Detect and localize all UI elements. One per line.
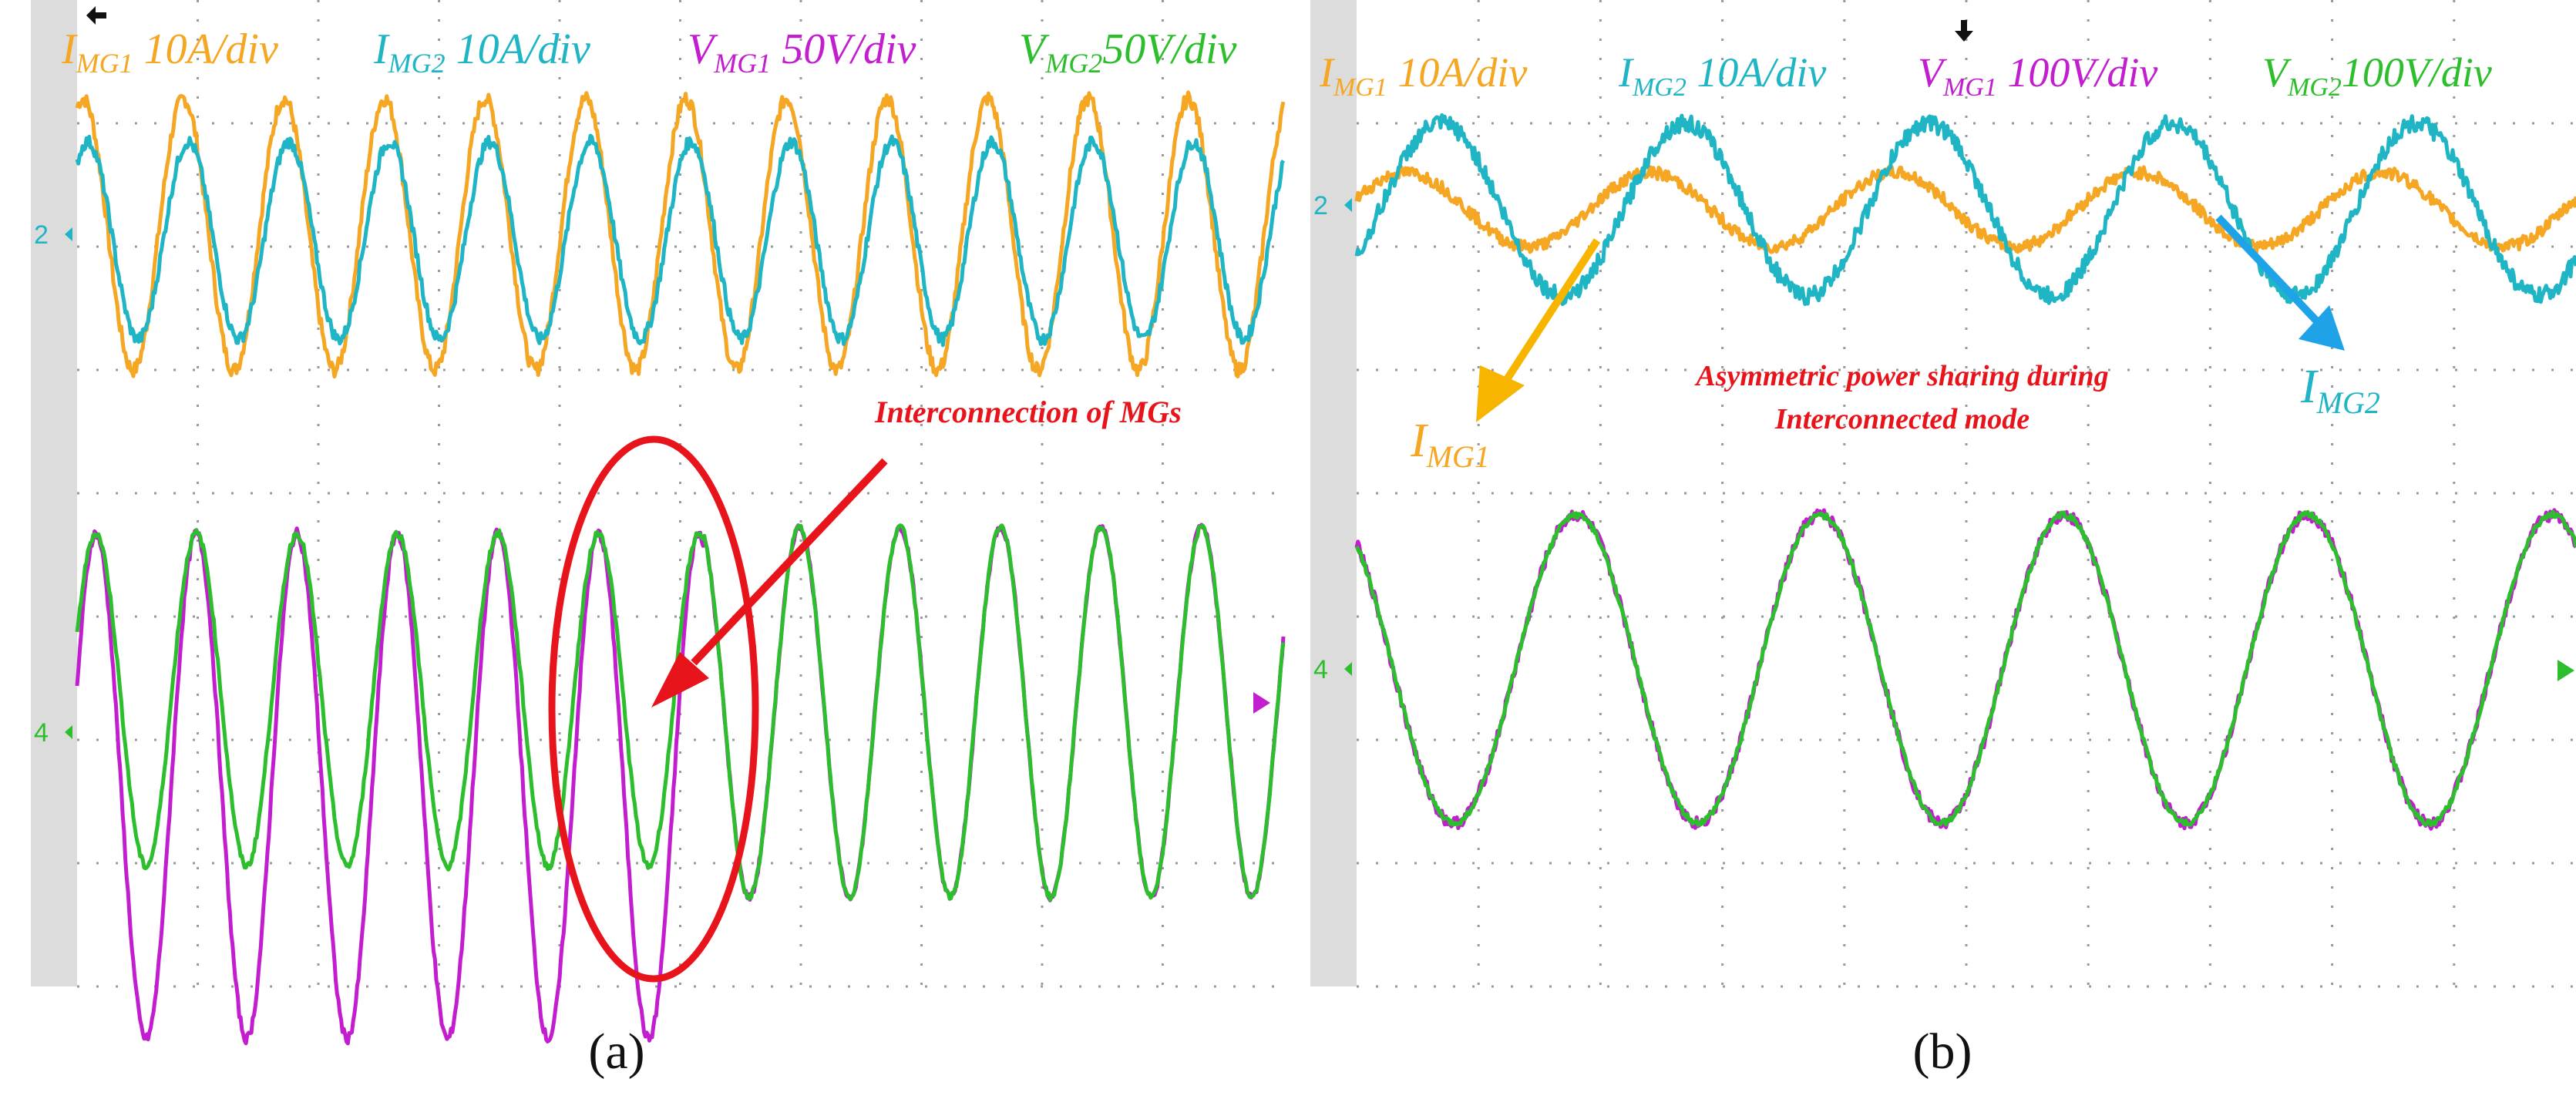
panel-b-imq1-label-sub: MG1 bbox=[1426, 439, 1490, 474]
panel-b-label-img1-sub: MG1 bbox=[1333, 73, 1387, 102]
panel-b-screen bbox=[1357, 0, 2576, 986]
panel-b-marker-2-arrow bbox=[1344, 198, 1352, 212]
trace-i-mg2 bbox=[75, 133, 1286, 348]
panel-b-label-vmg1-rest: 100V/div bbox=[1997, 49, 2157, 96]
panel-b-imq1-label: IMG1 bbox=[1410, 415, 1490, 474]
panel-b-img2-label: IMG2 bbox=[2300, 361, 2380, 420]
panel-a-label-imq1-rest: 10A/div bbox=[133, 25, 278, 73]
panel-b-left-margin bbox=[1310, 0, 1357, 986]
panel-a-caption: (a) bbox=[588, 1023, 644, 1080]
panel-b-label-img1-rest: 10A/div bbox=[1387, 49, 1527, 96]
panel-b-label-img2-sub: MG2 bbox=[1632, 73, 1687, 102]
panel-b-note-line1: Asymmetric power sharing during bbox=[1694, 360, 2108, 392]
panel-b-marker-4-arrow bbox=[1344, 662, 1352, 676]
panel-a-label-vmg1-rest: 50V/div bbox=[771, 25, 916, 73]
panel-b-label-img2-rest: 10A/div bbox=[1687, 49, 1826, 96]
panel-b-imq1-arrow-head bbox=[1476, 365, 1525, 422]
panel-a-label-img2-sym: I bbox=[373, 25, 390, 73]
panel-b-channel-marker-2: 2 bbox=[1313, 191, 1328, 220]
trace-i-mg1 bbox=[75, 90, 1286, 379]
panel-a-label-vmg1-sym: V bbox=[688, 25, 718, 73]
panel-a-marker-2-arrow bbox=[65, 227, 72, 241]
panel-a: 2 4 IMG1 10A/div IMG2 10A/div VMG1 50V/d… bbox=[31, 0, 1286, 1046]
panel-a-label-img2-sub: MG2 bbox=[388, 48, 446, 79]
panel-a-label-imq1-sub: MG1 bbox=[76, 48, 133, 79]
interconnection-label: Interconnection of MGs bbox=[874, 395, 1182, 429]
panel-a-channel-marker-4: 4 bbox=[34, 718, 49, 748]
panel-b-imq1-arrow-line bbox=[1499, 238, 1601, 388]
panel-b-label-vmg2-sub: MG2 bbox=[2287, 73, 2342, 102]
panel-a-label-vmg1-sub: MG1 bbox=[713, 48, 771, 79]
panel-b-trigger-arrow-icon bbox=[1955, 20, 1973, 42]
trace-v-mg2 bbox=[75, 523, 1286, 902]
panel-a-label-img2-rest: 10A/div bbox=[446, 25, 590, 73]
panel-b-label-vmg2-sym: V bbox=[2262, 49, 2292, 96]
panel-b-caption: (b) bbox=[1913, 1023, 1972, 1080]
trace-i-mg1-b bbox=[1354, 165, 2576, 255]
panel-b-label-vmg2-rest: 100V/div bbox=[2342, 49, 2492, 96]
panel-a-left-margin bbox=[31, 0, 77, 986]
panel-a-trigger-marker bbox=[1253, 692, 1270, 714]
panel-b-channel-labels: IMG1 10A/div IMG2 10A/div VMG1 100V/div … bbox=[1319, 49, 2492, 102]
panel-b-traces bbox=[1354, 113, 2576, 831]
panel-a-label-vmg2-rest: 50V/div bbox=[1102, 25, 1236, 73]
panel-a-marker-4-arrow bbox=[65, 725, 72, 739]
panel-b-note-line2: Interconnected mode bbox=[1774, 403, 2030, 435]
panel-b-label-vmg1-sub: MG1 bbox=[1942, 73, 1997, 102]
panel-b-img2-label-sym: I bbox=[2300, 361, 2319, 413]
interconnection-arrow-head bbox=[651, 652, 709, 707]
panel-a-label-imq1-sym: I bbox=[61, 25, 78, 73]
panel-b-img2-arrow-line bbox=[2215, 214, 2319, 324]
panel-b: 2 4 IMG1 10A/div IMG2 10A/div VMG1 100V/… bbox=[1310, 0, 2576, 988]
panel-b-img2-label-sub: MG2 bbox=[2316, 385, 2380, 420]
panel-b-label-img2-sym: I bbox=[1618, 49, 1635, 96]
panel-a-label-vmg2-sym: V bbox=[1019, 25, 1050, 73]
panel-b-imq1-label-sym: I bbox=[1410, 415, 1429, 467]
panel-b-channel-marker-4: 4 bbox=[1313, 655, 1328, 684]
panel-a-channel-labels: IMG1 10A/div IMG2 10A/div VMG1 50V/div V… bbox=[61, 25, 1237, 79]
panel-a-channel-marker-2: 2 bbox=[34, 220, 49, 250]
panel-a-label-vmg2-sub: MG2 bbox=[1044, 48, 1102, 79]
panel-b-trigger-marker bbox=[2558, 660, 2574, 681]
panel-b-label-img1-sym: I bbox=[1319, 49, 1336, 96]
interconnection-arrow-line bbox=[691, 458, 888, 666]
panel-b-label-vmg1-sym: V bbox=[1918, 49, 1948, 96]
panel-b-img2-arrow-head bbox=[2299, 305, 2345, 351]
panel-a-trigger-arrow-icon bbox=[86, 6, 106, 25]
trace-v-mg2-b bbox=[1354, 509, 2576, 828]
interconnection-ellipse bbox=[548, 435, 759, 983]
